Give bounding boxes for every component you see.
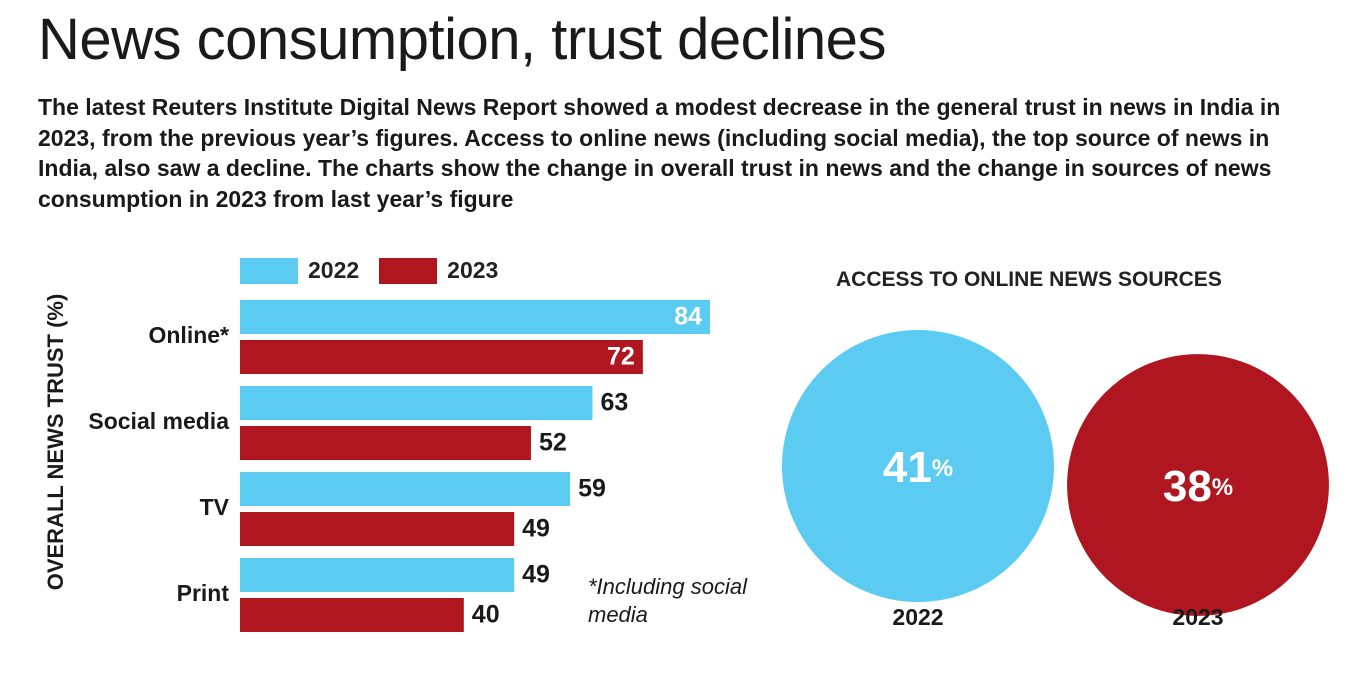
bar-2023-3 (240, 598, 464, 632)
legend-label-2023: 2023 (447, 257, 499, 283)
bar-2023-0 (240, 340, 643, 374)
category-label: Print (177, 580, 230, 606)
legend-item-2023: 2023 (379, 257, 498, 284)
bar-2023-1 (240, 426, 531, 460)
trust-bar-chart: Online* 84 72 Social media 63 52 TV 59 49 Print 49… (88, 300, 710, 632)
bar-2022-0 (240, 300, 710, 334)
legend: 2022 2023 (240, 257, 518, 284)
access-chart-title: ACCESS TO ONLINE NEWS SOURCES (836, 268, 1222, 291)
category-label: Online* (148, 322, 229, 348)
circle-2022 (782, 330, 1054, 602)
footnote: *Including social media (588, 574, 747, 627)
legend-swatch-2023 (379, 257, 438, 284)
chart-title: News consumption, trust declines (38, 7, 886, 72)
bar-value-label: 84 (674, 303, 702, 331)
bar-value-label: 63 (601, 389, 629, 417)
legend-swatch-2022 (240, 257, 298, 284)
circle-year-label: 2023 (1172, 604, 1223, 630)
bar-value-label: 49 (522, 561, 550, 589)
bar-value-label: 49 (522, 515, 550, 543)
bar-value-label: 40 (472, 601, 500, 629)
category-label: Social media (88, 408, 229, 434)
bar-2022-1 (240, 386, 593, 420)
circle-2023 (1067, 354, 1329, 616)
bar-value-label: 59 (578, 475, 606, 503)
bar-value-label: 72 (607, 343, 635, 371)
circle-value-label: 41% (883, 443, 953, 492)
bar-2023-2 (240, 512, 515, 546)
bar-2022-2 (240, 472, 571, 506)
bar-2022-3 (240, 558, 515, 592)
legend-item-2022: 2022 (240, 257, 359, 284)
circle-year-label: 2022 (892, 604, 943, 630)
legend-label-2022: 2022 (308, 257, 360, 283)
bar-value-label: 52 (539, 429, 567, 457)
category-label: TV (200, 494, 230, 520)
chart-subtitle: The latest Reuters Institute Digital New… (38, 94, 1281, 212)
circle-value-label: 38% (1163, 462, 1233, 511)
